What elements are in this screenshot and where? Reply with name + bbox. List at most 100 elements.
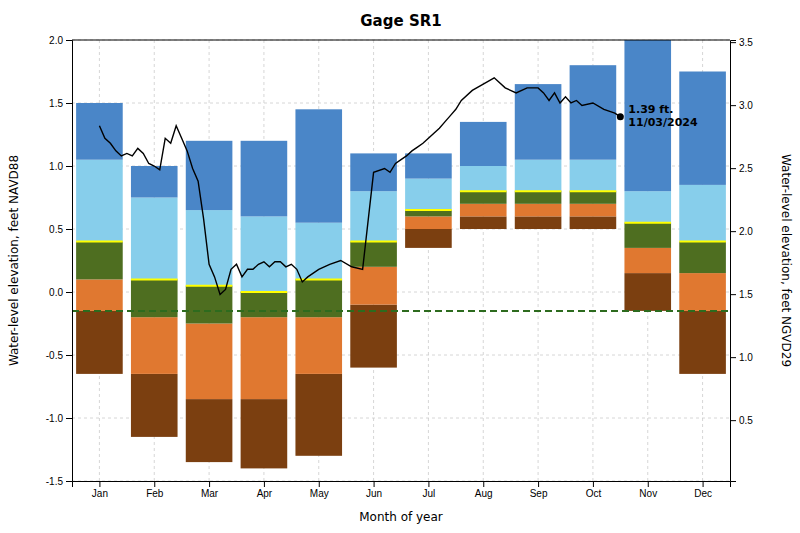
tick: 2.5 <box>730 163 753 174</box>
tick-label: 2.5 <box>739 163 753 174</box>
tick-mark <box>66 229 72 230</box>
tick-label: Apr <box>257 488 273 499</box>
chart-title: Gage SR1 <box>360 12 441 30</box>
band-bar <box>679 242 726 274</box>
tick-mark <box>99 481 100 487</box>
tick-mark <box>593 481 594 487</box>
band-series <box>76 40 726 223</box>
band-bar <box>131 374 178 437</box>
band-bar <box>624 191 671 223</box>
band-bar <box>295 223 342 280</box>
tick: Mar <box>201 481 219 499</box>
tick-mark <box>374 481 375 487</box>
tick: 1.5 <box>49 98 72 109</box>
tick: Feb <box>146 481 164 499</box>
tick-label: 0.5 <box>739 415 753 426</box>
band-bar <box>186 141 233 210</box>
tick-mark <box>66 166 72 167</box>
tick-label: -1.0 <box>46 413 64 424</box>
band-bar <box>460 191 507 204</box>
tick: 0.5 <box>730 415 753 426</box>
band-bar <box>295 109 342 222</box>
median-series <box>76 191 726 292</box>
axis-line <box>66 41 73 482</box>
tick-label: Jun <box>366 488 382 499</box>
band-bar <box>515 191 562 204</box>
tick-mark <box>730 231 736 232</box>
tick: Jan <box>92 481 108 499</box>
band-bar <box>350 305 397 368</box>
tick: 1.5 <box>730 289 753 300</box>
tick: 2.0 <box>49 35 72 46</box>
tick-label: 1.0 <box>49 161 63 172</box>
grid <box>72 40 730 481</box>
tick-label: Mar <box>201 488 219 499</box>
tick-mark <box>319 481 320 487</box>
tick-mark <box>209 481 210 487</box>
annotation: 1.39 ft.11/03/2024 <box>628 103 698 129</box>
tick: -1.5 <box>46 476 72 487</box>
band-bar <box>515 84 562 160</box>
tick-label: 3.0 <box>739 100 753 111</box>
band-bar <box>131 317 178 374</box>
plot-area <box>72 40 730 468</box>
tick-label: Aug <box>475 488 493 499</box>
tick-label: Dec <box>694 488 712 499</box>
median-segment <box>186 285 233 287</box>
tick-mark <box>66 103 72 104</box>
tick-label: -0.5 <box>46 350 64 361</box>
tick-mark <box>66 40 72 41</box>
band-bar <box>76 311 123 374</box>
axis-line <box>731 41 737 482</box>
band-bar <box>570 191 617 204</box>
median-segment <box>76 241 123 243</box>
tick: Sep <box>530 481 548 499</box>
annotation-line: 1.39 ft. <box>628 103 673 116</box>
tick-mark <box>428 481 429 487</box>
band-bar <box>624 248 671 273</box>
tick-mark <box>730 168 736 169</box>
y2-axis-title: Water-level elevation, feet NGVD29 <box>779 154 793 367</box>
band-bar <box>186 210 233 286</box>
tick-label: Nov <box>639 488 657 499</box>
tick-label: 1.5 <box>49 98 63 109</box>
band-bar <box>515 216 562 229</box>
band-bar <box>515 204 562 217</box>
tick: 1.0 <box>730 352 753 363</box>
band-bar <box>76 279 123 311</box>
tick: 1.0 <box>49 161 72 172</box>
median-segment <box>241 291 288 293</box>
band-bar <box>350 191 397 241</box>
band-bar <box>295 374 342 456</box>
tick: Jul <box>423 481 436 499</box>
tick-label: Jan <box>92 488 108 499</box>
median-segment <box>624 222 671 224</box>
tick: Dec <box>694 481 712 499</box>
band-bar <box>131 166 178 198</box>
band-bar <box>570 160 617 192</box>
tick-mark <box>730 357 736 358</box>
tick: Apr <box>257 481 273 499</box>
tick-mark <box>264 481 265 487</box>
band-bar <box>460 204 507 217</box>
y-axis-title: Water-level elevation, feet NAVD88 <box>7 155 21 366</box>
tick-label: 0.0 <box>49 287 63 298</box>
tick-mark <box>730 105 736 106</box>
x-axis-title: Month of year <box>359 510 443 524</box>
band-bar <box>405 216 452 229</box>
band-bar <box>624 273 671 311</box>
tick-label: Oct <box>586 488 602 499</box>
band-bar <box>405 229 452 248</box>
tick-mark <box>730 42 736 43</box>
tick: 0.0 <box>49 287 72 298</box>
band-bar <box>405 153 452 178</box>
chart-svg: JanFebMarAprMayJunJulAugSepOctNovDec-1.5… <box>0 0 800 533</box>
reference-line <box>72 310 730 312</box>
band-bar <box>241 216 288 292</box>
tick: 3.5 <box>730 37 753 48</box>
tick: Oct <box>586 481 602 499</box>
band-bar <box>570 65 617 160</box>
band-bar <box>679 311 726 374</box>
band-bar <box>241 292 288 317</box>
band-bar <box>460 216 507 229</box>
